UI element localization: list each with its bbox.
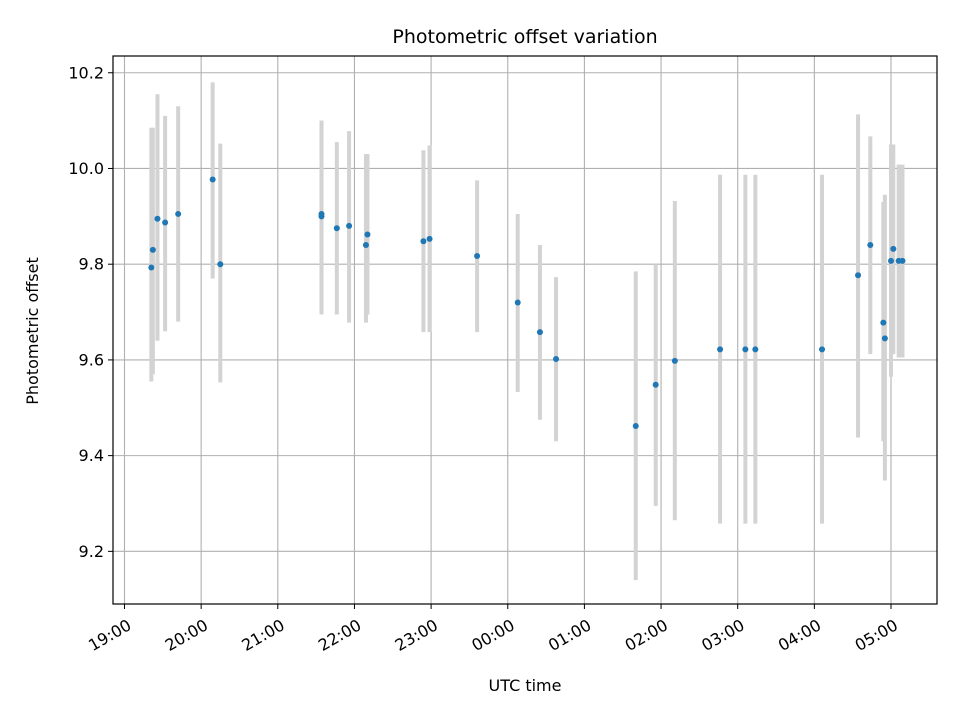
data-point: [426, 235, 433, 242]
data-point: [899, 257, 906, 264]
data-point: [880, 319, 887, 326]
data-point: [346, 222, 353, 229]
data-point: [362, 242, 369, 249]
data-point: [175, 210, 182, 217]
y-axis-label: Photometric offset: [23, 257, 42, 405]
data-point: [162, 219, 169, 226]
data-point: [318, 210, 325, 217]
data-point: [752, 346, 759, 353]
y-tick-label: 9.8: [79, 255, 104, 274]
data-point: [881, 335, 888, 342]
data-point: [514, 299, 521, 306]
data-point: [536, 329, 543, 336]
data-point: [742, 346, 749, 353]
data-point: [154, 215, 161, 222]
x-axis-label: UTC time: [489, 676, 562, 695]
data-point: [890, 245, 897, 252]
plot-frame: [112, 55, 938, 605]
y-tick-label: 9.2: [79, 542, 104, 561]
data-point: [333, 225, 340, 232]
data-point: [888, 257, 895, 264]
data-point: [420, 238, 427, 245]
data-point: [553, 355, 560, 362]
y-tick-label: 10.0: [68, 159, 104, 178]
data-point: [632, 422, 639, 429]
data-point: [474, 253, 481, 260]
data-point: [652, 381, 659, 388]
data-point: [867, 242, 874, 249]
data-point: [364, 231, 371, 238]
chart-title: Photometric offset variation: [392, 26, 657, 48]
data-point: [209, 176, 216, 183]
data-point: [671, 357, 678, 364]
y-tick-label: 9.6: [79, 350, 104, 369]
data-point: [855, 272, 862, 279]
data-point: [717, 346, 724, 353]
data-point: [819, 346, 826, 353]
data-points: [148, 176, 906, 429]
y-axis: 9.2 9.4 9.6 9.8 10.0 10.2: [68, 63, 113, 561]
y-tick-label: 10.2: [68, 63, 104, 82]
data-point: [149, 246, 156, 253]
data-point: [217, 261, 224, 268]
y-tick-label: 9.4: [79, 446, 104, 465]
data-point: [148, 264, 155, 271]
